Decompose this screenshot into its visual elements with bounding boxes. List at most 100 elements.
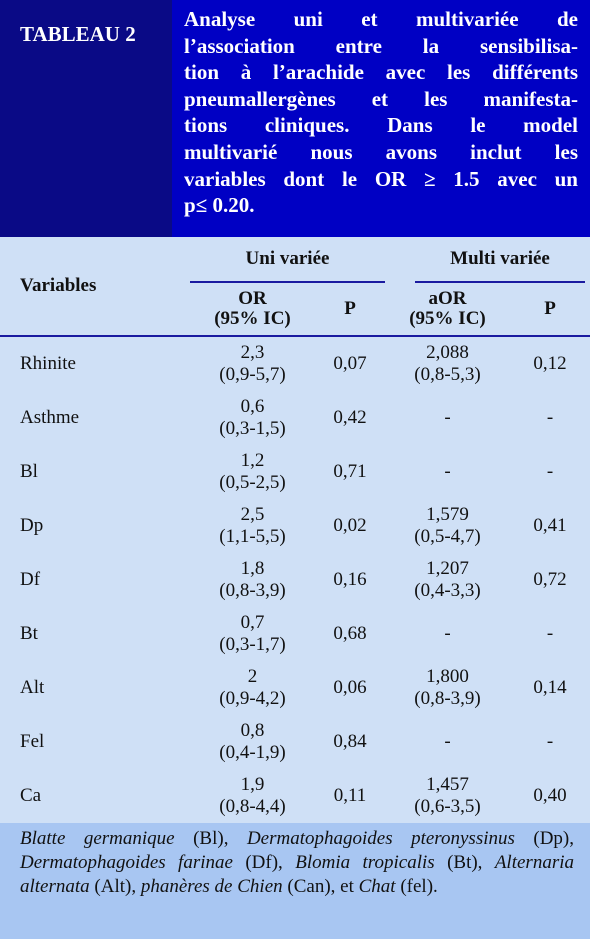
header-cell: OR (95% IC) (190, 283, 315, 337)
table-row: Bl 1,2 (0,5-2,5) 0,71 - - (0, 445, 590, 499)
footnote: Blatte germanique (Bl), Dermatophagoides… (0, 823, 590, 939)
cell-line: (0,4-3,3) (414, 580, 481, 601)
table-cell: 0,6 (0,3-1,5) (190, 391, 315, 445)
table-cell: 0,71 (333, 461, 367, 482)
table-cell: 2,088 (0,8-5,3) (385, 336, 510, 391)
cell-line: - (444, 407, 451, 428)
cell-line: 0,6 (240, 396, 265, 417)
table-cell: - (546, 461, 554, 482)
title-line: Analyse uni et multivariée de (184, 7, 578, 31)
table-row: Fel 0,8 (0,4-1,9) 0,84 - - (0, 715, 590, 769)
cell-line: 2 (247, 666, 258, 687)
note-text: (Bl), (174, 828, 247, 849)
table-cell: Bt (20, 623, 38, 644)
title-line: variables dont le OR ≥ 1.5 avec un (184, 166, 578, 191)
cell-line: - (444, 731, 451, 752)
table-cell: 0,02 (333, 515, 367, 536)
table-cell: - (385, 715, 510, 769)
note-text: (Alt), (89, 876, 141, 897)
cell-line: P (344, 298, 356, 319)
cell-line: (1,1-5,5) (219, 526, 286, 547)
title-line: p≤ 0.20. (184, 193, 255, 218)
note-text: Blatte germanique (20, 828, 175, 849)
table-row: Bt 0,7 (0,3-1,7) 0,68 - - (0, 607, 590, 661)
title-line: pneumallergènes et les manifesta- (184, 86, 578, 111)
table-cell: 2,3 (0,9-5,7) (190, 336, 315, 391)
table-cell: - (385, 607, 510, 661)
cell-line: 1,207 (426, 558, 469, 579)
cell-line: - (444, 461, 451, 482)
table-row: Ca 1,9 (0,8-4,4) 0,11 1,457 (0,6-3,5) 0,40 (0, 769, 590, 823)
table-cell: 0,14 (533, 677, 567, 698)
table-cell: Rhinite (20, 353, 76, 374)
table-cell: 2 (0,9-4,2) (190, 661, 315, 715)
group-header: Uni variée (190, 237, 385, 283)
group-header: Multi variée (385, 237, 590, 283)
table-row: Dp 2,5 (1,1-5,5) 0,02 1,579 (0,5-4,7) 0,41 (0, 499, 590, 553)
table: Variables Uni variée Multi variée OR (95% IC… (0, 237, 590, 823)
table-cell: 1,8 (0,8-3,9) (190, 553, 315, 607)
cell-line: - (444, 623, 451, 644)
table-cell: - (546, 731, 554, 752)
table-cell: 0,42 (333, 407, 367, 428)
header-row: Variables Uni variée Multi variée (0, 237, 590, 337)
cell-line: (0,3-1,7) (219, 634, 286, 655)
cell-line: 0,7 (240, 612, 265, 633)
cell-line: 2,5 (240, 504, 265, 525)
title-line: tions cliniques. Dans le model (184, 113, 578, 138)
cell-line: (0,8-5,3) (414, 364, 481, 385)
cell-line: 1,2 (240, 450, 265, 471)
cell-line: 2,088 (426, 342, 469, 363)
title-line: multivarié nous avons inclut les (184, 139, 578, 164)
table-cell: Bl (20, 461, 38, 482)
cell-line: 1,9 (240, 774, 265, 795)
cell-line: 1,8 (240, 558, 265, 579)
table-cell: 2,5 (1,1-5,5) (190, 499, 315, 553)
cell-line: (0,8-4,4) (219, 796, 286, 817)
cell-line: OR (238, 288, 267, 309)
cell-line: aOR (428, 288, 467, 309)
note-text: Alternaria alternata (20, 852, 574, 897)
group-label: Uni variée (190, 237, 385, 283)
note-text: Dermatophagoides pteronyssinus (246, 828, 515, 849)
table-title: Analyse uni et multivariée de l’associati… (172, 0, 590, 237)
table-cell: 0,07 (333, 353, 367, 374)
cell-line: (0,4-1,9) (219, 742, 286, 763)
cell-line: (0,5-4,7) (414, 526, 481, 547)
note-text: (Dp), (514, 828, 574, 849)
table-cell: 0,68 (333, 623, 367, 644)
table-cell: 0,72 (533, 569, 567, 590)
table-cell: 1,2 (0,5-2,5) (190, 445, 315, 499)
table-cell: Fel (20, 731, 45, 752)
table-cell: 0,8 (0,4-1,9) (190, 715, 315, 769)
cell-line: 1,457 (426, 774, 469, 795)
table-row: Rhinite 2,3 (0,9-5,7) 0,07 2,088 (0,8-5,3) 0,1… (0, 336, 590, 391)
table-cell: - (546, 407, 554, 428)
cell-line: (0,5-2,5) (219, 472, 286, 493)
table-cell: - (385, 391, 510, 445)
table-cell: Asthme (20, 407, 80, 428)
cell-line: (0,8-3,9) (414, 688, 481, 709)
note-text: (fel). (395, 876, 438, 897)
cell-line: (95% IC) (214, 308, 291, 329)
table-row: Asthme 0,6 (0,3-1,5) 0,42 - - (0, 391, 590, 445)
table-cell: 1,579 (0,5-4,7) (385, 499, 510, 553)
cell-line: (0,9-5,7) (219, 364, 286, 385)
table-cell: 0,7 (0,3-1,7) (190, 607, 315, 661)
table-cell: Ca (20, 785, 42, 806)
header-cell: P (510, 283, 590, 337)
cell-line: P (544, 298, 556, 319)
header-cell: aOR (95% IC) (385, 283, 510, 337)
group-label: Multi variée (415, 237, 585, 283)
table-label: TABLEAU 2 (0, 0, 172, 237)
table-cell: Alt (20, 677, 45, 698)
table-row: Alt 2 (0,9-4,2) 0,06 1,800 (0,8-3,9) 0,14 (0, 661, 590, 715)
table-cell: 1,207 (0,4-3,3) (385, 553, 510, 607)
cell-line: (95% IC) (409, 308, 486, 329)
cell-line: 0,8 (240, 720, 265, 741)
note-text: phanères de Chien (140, 876, 283, 897)
note-text: (Df), (232, 852, 296, 873)
cell-line: (0,6-3,5) (414, 796, 481, 817)
